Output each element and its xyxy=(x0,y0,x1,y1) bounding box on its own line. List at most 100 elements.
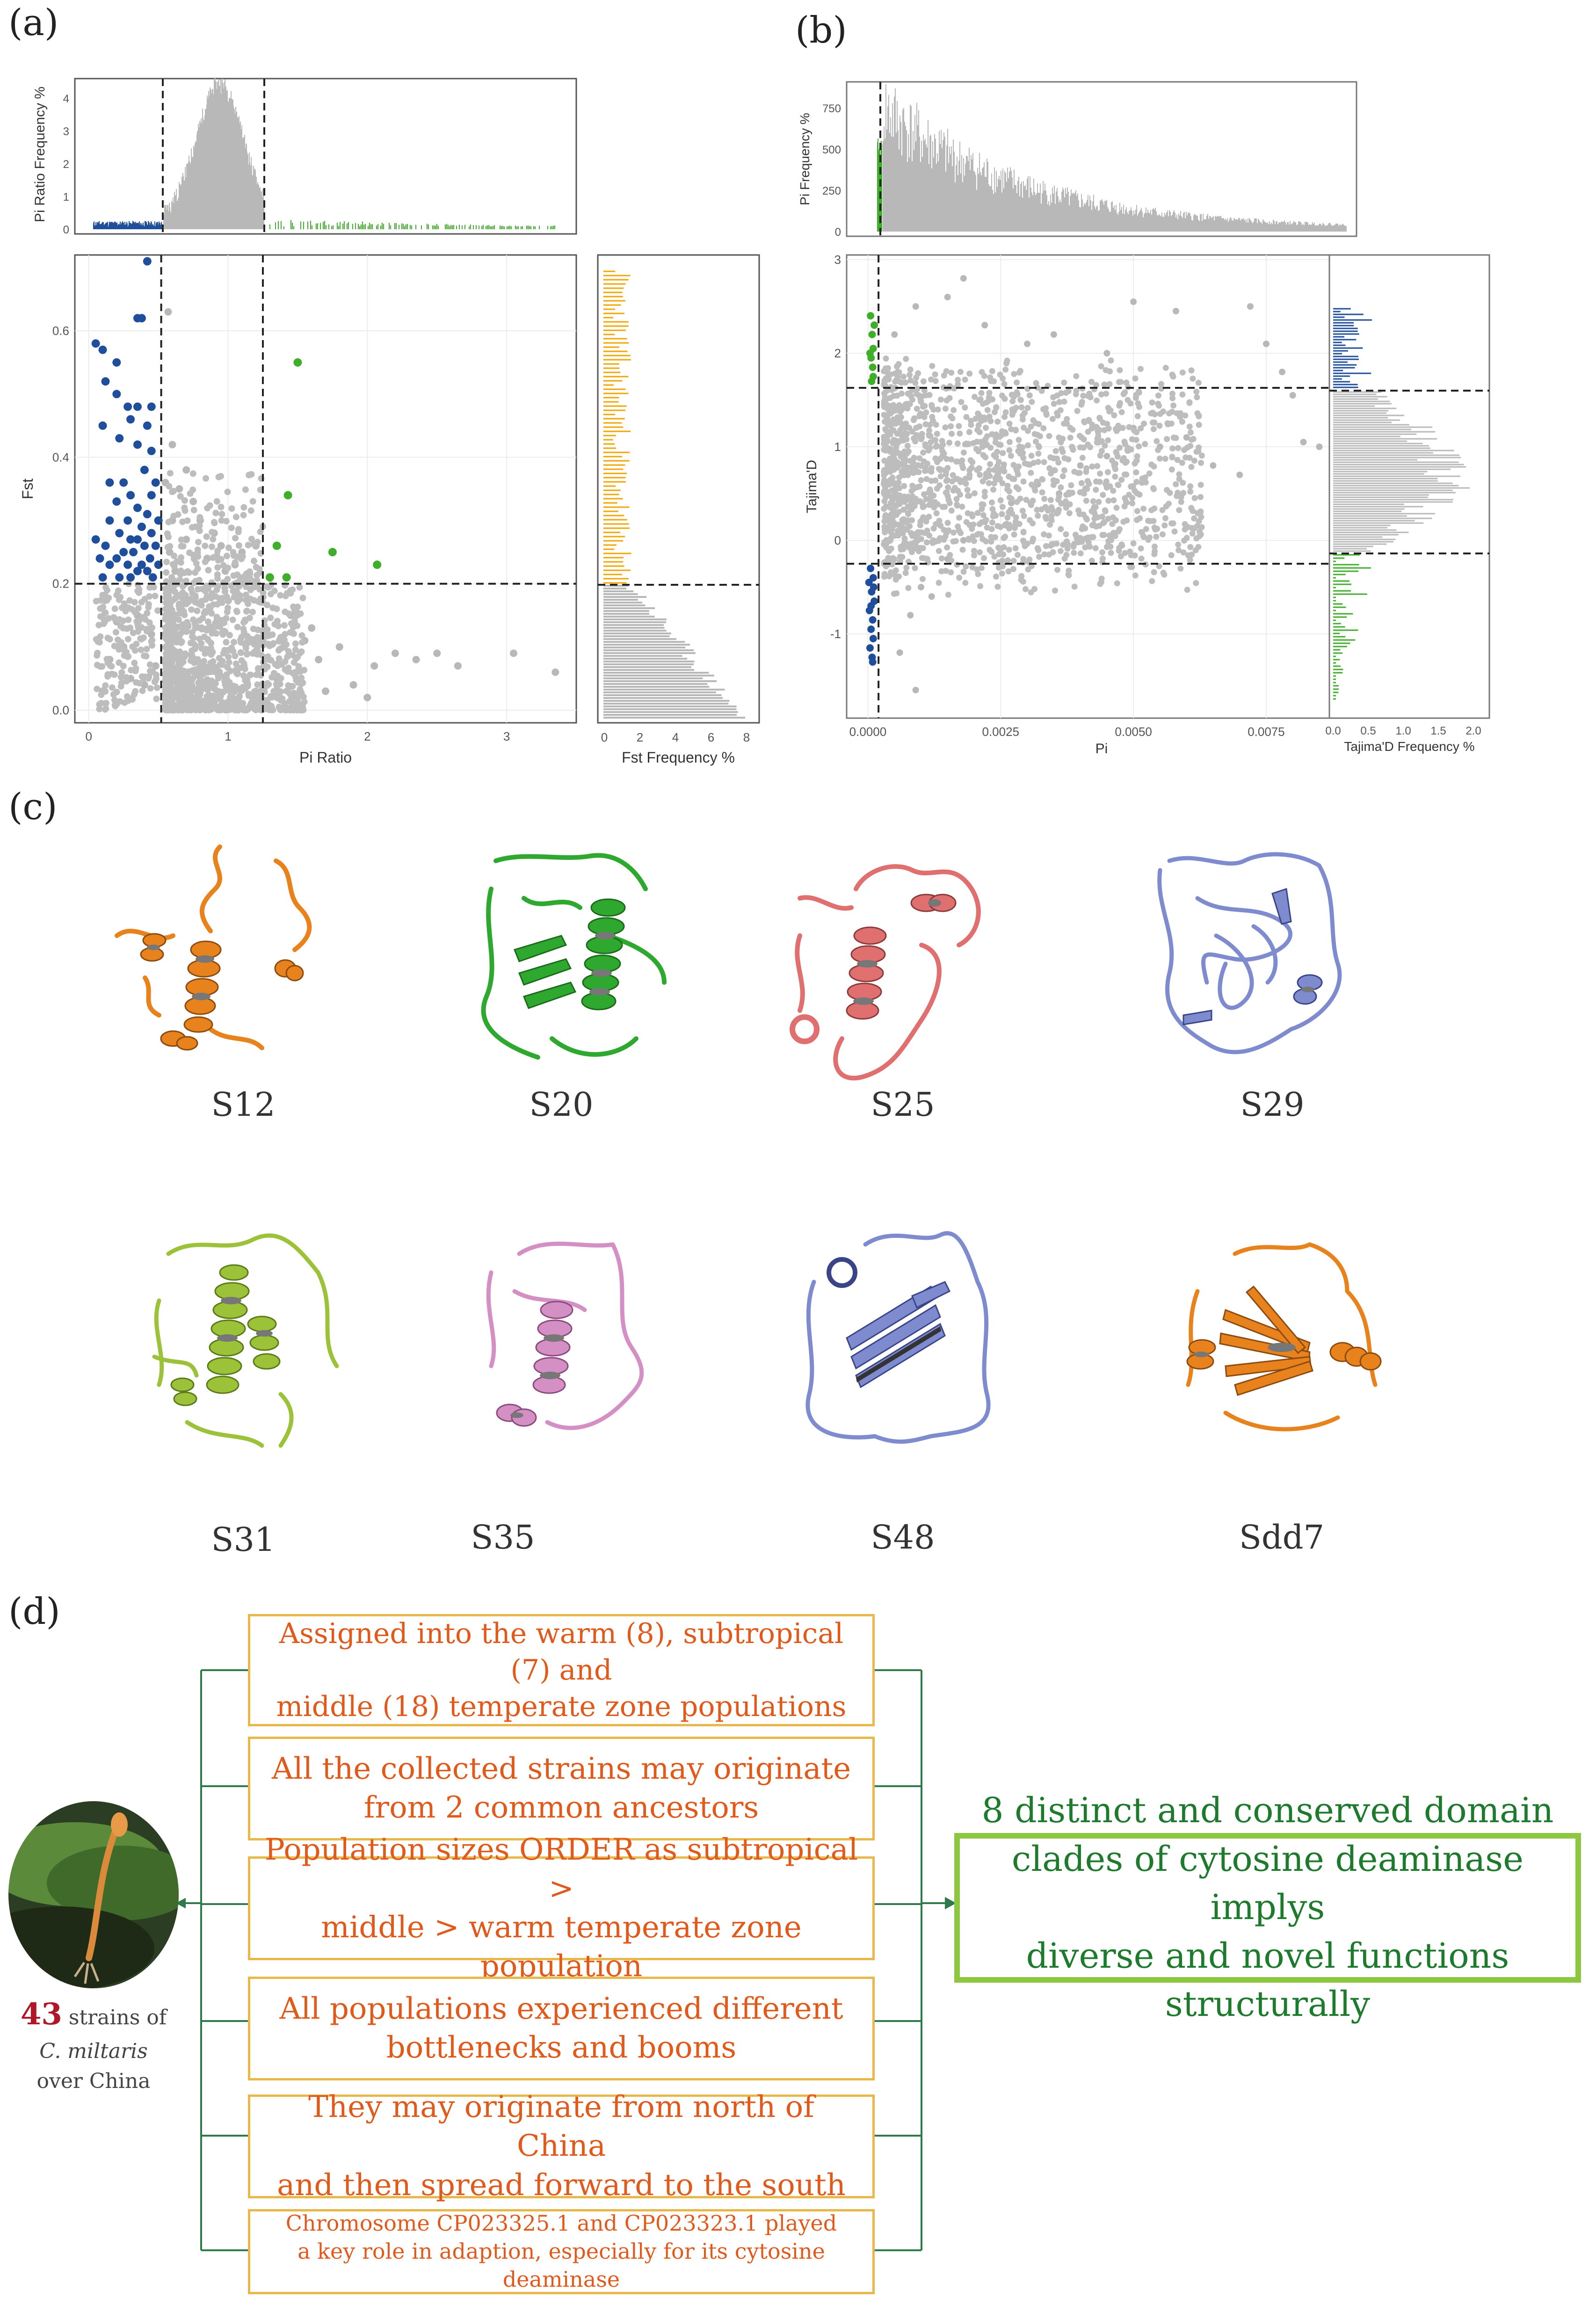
scatter-point xyxy=(1210,462,1217,469)
x-tick-label: 2 xyxy=(364,729,370,743)
scatter-point xyxy=(152,662,160,670)
scatter-point-density xyxy=(904,443,911,449)
scatter-point-density xyxy=(1120,518,1127,525)
scatter-point-density xyxy=(215,668,222,675)
scatter-point-density xyxy=(116,646,123,653)
scatter-point-density xyxy=(202,596,209,603)
scatter-point-density xyxy=(1101,381,1108,388)
scatter-point-density xyxy=(898,414,904,421)
scatter-point-density xyxy=(975,571,981,577)
scatter-point-density xyxy=(997,371,1003,378)
scatter-point-density xyxy=(204,585,211,592)
scatter-point-highlight xyxy=(115,573,124,582)
scatter-point-density xyxy=(274,662,281,669)
scatter-point-density xyxy=(948,370,955,376)
scatter-point-highlight xyxy=(123,516,132,525)
finding-box-6-line2: a key role in adaption, especially for i… xyxy=(297,2239,825,2292)
scatter-point-density xyxy=(936,456,943,462)
scatter-point-density xyxy=(1187,557,1193,563)
scatter-point-density xyxy=(941,372,947,379)
scatter-point-density xyxy=(931,502,938,509)
scatter-point-density xyxy=(1064,416,1070,422)
scatter-point-density xyxy=(298,674,305,681)
scatter-point-density xyxy=(1159,507,1166,513)
scatter-point-density xyxy=(290,659,297,666)
scatter-point-density xyxy=(289,586,296,593)
scatter-point-density xyxy=(1115,481,1121,488)
scatter-point-density xyxy=(899,390,905,397)
scatter-point-density xyxy=(1116,526,1123,532)
scatter-point-density xyxy=(242,645,249,652)
scatter-point-density xyxy=(1026,392,1033,399)
scatter-point-density xyxy=(149,642,156,649)
scatter-point-density xyxy=(1034,478,1040,485)
scatter-point-density xyxy=(1103,481,1109,487)
protein-label-s35: S35 xyxy=(471,1518,535,1556)
scatter-point-density xyxy=(282,658,289,665)
scatter-point-density xyxy=(1013,514,1019,521)
scatter-point-density xyxy=(1006,447,1013,453)
scatter-point-density xyxy=(111,615,118,622)
scatter-point-density xyxy=(990,487,997,493)
scatter-point-density xyxy=(1099,531,1106,538)
scatter-point-density xyxy=(264,663,271,670)
scatter-point-density xyxy=(930,407,937,413)
scatter-point-density xyxy=(946,395,953,401)
scatter-point-highlight xyxy=(133,402,142,411)
scatter-point-density xyxy=(954,502,960,509)
scatter-point-density xyxy=(991,378,997,385)
scatter-point-density xyxy=(1165,421,1171,428)
scatter-point-density xyxy=(1106,381,1113,387)
scatter-point-highlight xyxy=(133,535,142,544)
scatter-point-density xyxy=(949,415,956,422)
scatter-point-density xyxy=(955,377,961,383)
scatter-point-density xyxy=(300,693,307,700)
scatter-point-density xyxy=(918,436,924,443)
scatter-point-density xyxy=(1179,459,1185,466)
scatter-point-density xyxy=(1047,454,1054,461)
scatter-point-density xyxy=(1086,390,1093,397)
scatter-point-density xyxy=(244,706,251,713)
scatter-point-density xyxy=(1149,578,1155,584)
scatter-point-density xyxy=(264,653,271,660)
scatter-point-density xyxy=(225,544,232,551)
scatter-point-density xyxy=(980,452,987,458)
scatter-point-density xyxy=(1058,526,1064,532)
scatter-point-density xyxy=(1168,552,1175,559)
scatter-point-highlight xyxy=(115,529,124,538)
scatter-point-density xyxy=(915,392,922,399)
hist-tick-label: 8 xyxy=(743,730,750,744)
scatter-point-density xyxy=(999,480,1006,487)
scatter-point-density xyxy=(290,624,297,631)
scatter-point-density xyxy=(893,590,900,596)
scatter-point xyxy=(912,687,919,693)
scatter-point-density xyxy=(1049,415,1056,422)
scatter-point-density xyxy=(881,574,888,580)
scatter-point xyxy=(907,612,914,618)
scatter-point-density xyxy=(1122,441,1129,448)
scatter-point-density xyxy=(881,479,887,485)
scatter-point-density xyxy=(932,371,938,378)
scatter-point-density xyxy=(163,559,170,566)
protein-label-sdd7: Sdd7 xyxy=(1239,1518,1325,1556)
scatter-point-density xyxy=(295,690,302,697)
scatter-point-density xyxy=(267,614,274,621)
scatter-point-density xyxy=(1136,491,1143,498)
scatter-point-density xyxy=(166,483,173,490)
protein-sdd7-structure xyxy=(1186,1242,1382,1432)
scatter-point-density xyxy=(934,430,940,437)
scatter-point-density xyxy=(102,706,109,713)
scatter-point-density xyxy=(1198,524,1205,531)
scatter-point-highlight xyxy=(133,503,142,512)
scatter-point-density xyxy=(1039,489,1045,495)
scatter-point-density xyxy=(178,554,185,561)
scatter-point-density xyxy=(886,513,892,519)
scatter-point-density xyxy=(1192,547,1199,553)
scatter-point-density xyxy=(962,580,969,586)
scatter-point-density xyxy=(295,663,302,670)
scatter-point-density xyxy=(1014,552,1021,558)
scatter-point-highlight xyxy=(283,491,292,500)
scatter-point-density xyxy=(1150,426,1157,432)
scatter-point-density xyxy=(979,501,985,508)
